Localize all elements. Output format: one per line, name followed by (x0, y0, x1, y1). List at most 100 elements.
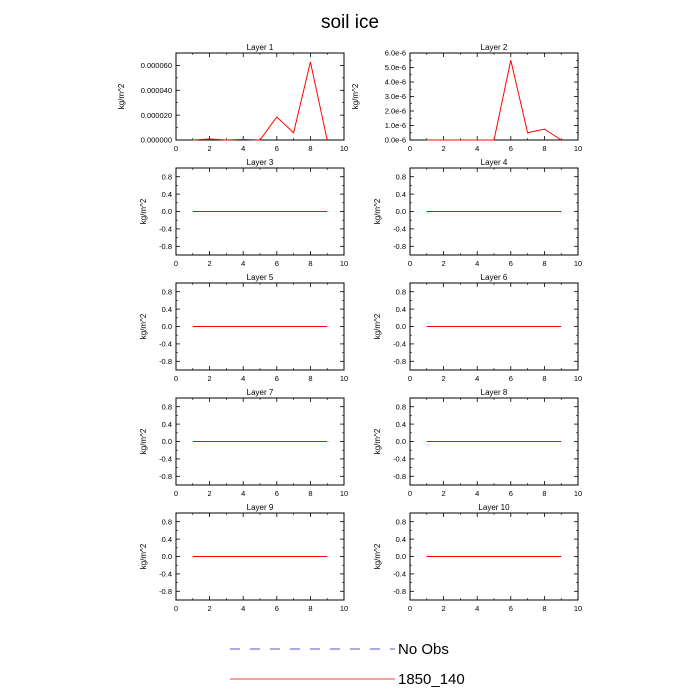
x-tick-label: 2 (442, 259, 446, 268)
x-tick-label: 4 (241, 144, 245, 153)
plot-frame (175, 52, 345, 141)
x-tick-label: 8 (542, 144, 546, 153)
x-tick-label: 4 (475, 374, 479, 383)
y-axis-label: kg/m^2 (373, 198, 382, 224)
y-tick-label: -0.4 (159, 455, 172, 464)
plot-frame (409, 52, 579, 141)
panel-layer-4: Layer 4 0 2 4 6 8 10 -0.8 -0.4 0.0 0.4 0.8 kg/m^2 (373, 158, 582, 268)
y-axis-label: kg/m^2 (139, 313, 148, 339)
y-tick-label: -0.4 (393, 570, 406, 579)
y-tick-label: 0.8 (162, 517, 172, 526)
x-tick-label: 4 (475, 259, 479, 268)
x-tick-label: 0 (408, 259, 412, 268)
y-axis-label: kg/m^2 (373, 543, 382, 569)
y-tick-label: 0.4 (162, 535, 172, 544)
y-tick-label: 0.4 (396, 420, 406, 429)
x-tick-label: 10 (574, 374, 582, 383)
x-tick-label: 6 (509, 604, 513, 613)
y-tick-label: -0.8 (393, 357, 406, 366)
x-tick-label: 0 (174, 374, 178, 383)
y-tick-label: -0.8 (159, 242, 172, 251)
y-tick-label: 0.000000 (141, 136, 172, 145)
y-tick-label: -0.4 (393, 340, 406, 349)
x-tick-label: 6 (275, 604, 279, 613)
y-axis-label: kg/m^2 (373, 428, 382, 454)
y-tick-label: -0.8 (393, 242, 406, 251)
y-tick-label: 1.0e-6 (385, 121, 406, 130)
y-tick-label: -0.8 (159, 357, 172, 366)
x-tick-label: 2 (442, 144, 446, 153)
y-tick-label: 5.0e-6 (385, 63, 406, 72)
x-tick-label: 2 (208, 144, 212, 153)
y-tick-label: -0.8 (393, 472, 406, 481)
y-tick-label: -0.8 (393, 587, 406, 596)
panel-title: Layer 9 (247, 503, 274, 512)
x-tick-label: 6 (509, 489, 513, 498)
y-tick-label: 6.0e-6 (385, 49, 406, 58)
y-tick-label: 0.000060 (141, 61, 172, 70)
x-tick-label: 10 (574, 489, 582, 498)
x-tick-label: 0 (408, 144, 412, 153)
x-tick-label: 10 (574, 144, 582, 153)
panel-title: Layer 10 (478, 503, 510, 512)
series-line-1850_140 (192, 61, 328, 141)
series-line-1850_140 (426, 60, 562, 141)
x-tick-label: 8 (542, 374, 546, 383)
legend-label: 1850_140 (398, 671, 465, 688)
x-tick-label: 8 (308, 489, 312, 498)
panel-title: Layer 8 (481, 388, 508, 397)
x-tick-label: 6 (275, 374, 279, 383)
panel-grid: Layer 10 2 4 6 8 10 0.000000 0.0 0 0 0 2 0 0.000040 0.… (117, 43, 582, 613)
x-tick-label: 4 (475, 604, 479, 613)
y-tick-label: 3.0e-6 (385, 92, 406, 101)
panel-layer-8: Layer 8 0 2 4 6 8 10 -0.8 -0.4 0.0 0.4 0.8 kg/m^2 (373, 388, 582, 498)
x-tick-label: 2 (208, 374, 212, 383)
y-tick-label: 0.4 (162, 420, 172, 429)
panel-title: Layer 4 (481, 158, 508, 167)
y-tick-label: 0.000040 (141, 86, 172, 95)
y-tick-label: 0.4 (162, 305, 172, 314)
y-tick-label: -0.4 (159, 340, 172, 349)
panel-title: Layer 3 (247, 158, 274, 167)
y-tick-label: 0.8 (396, 172, 406, 181)
x-tick-label: 10 (340, 604, 348, 613)
x-tick-label: 10 (340, 374, 348, 383)
x-tick-label: 4 (241, 374, 245, 383)
figure-title: soil ice (321, 12, 379, 33)
y-tick-label: 0.4 (396, 305, 406, 314)
y-axis-label: kg/m^2 (139, 543, 148, 569)
x-tick-label: 10 (340, 489, 348, 498)
y-tick-label: -0.4 (393, 455, 406, 464)
legend-label: No Obs (398, 641, 449, 658)
x-tick-label: 10 (574, 604, 582, 613)
x-tick-label: 0 (174, 259, 178, 268)
x-tick-label: 0 (174, 604, 178, 613)
x-tick-label: 4 (241, 489, 245, 498)
panel-layer-6: Layer 6 0 2 4 6 8 10 -0.8 -0.4 0.0 0.4 0.8 kg/m^2 (373, 273, 582, 383)
x-tick-label: 2 (442, 604, 446, 613)
panel-title: Layer 5 (247, 273, 274, 282)
x-tick-label: 4 (475, 489, 479, 498)
y-tick-label: 0.0 (162, 552, 172, 561)
y-tick-label: 0.0 (396, 322, 406, 331)
x-tick-label: 6 (275, 259, 279, 268)
y-tick-label: 0.0 (162, 207, 172, 216)
y-tick-label: 0.8 (162, 287, 172, 296)
panel-title: Layer 2 (481, 43, 508, 52)
x-tick-label: 0 (408, 604, 412, 613)
x-tick-label: 2 (442, 489, 446, 498)
y-tick-label: 0.4 (396, 190, 406, 199)
y-tick-label: 0.0 (396, 552, 406, 561)
y-tick-label: -0.4 (159, 225, 172, 234)
y-tick-label: 0.0e-6 (385, 136, 406, 145)
panel-layer-7: Layer 7 0 2 4 6 8 10 -0.8 -0.4 0.0 0.4 0.8 kg/m^2 (139, 388, 348, 498)
x-tick-label: 8 (308, 604, 312, 613)
x-tick-label: 6 (509, 144, 513, 153)
y-tick-label: 0.8 (396, 402, 406, 411)
panel-title: Layer 6 (481, 273, 508, 282)
y-tick-label: -0.4 (159, 570, 172, 579)
y-tick-label: 2.0e-6 (385, 107, 406, 116)
x-tick-label: 8 (542, 489, 546, 498)
x-tick-label: 4 (241, 259, 245, 268)
